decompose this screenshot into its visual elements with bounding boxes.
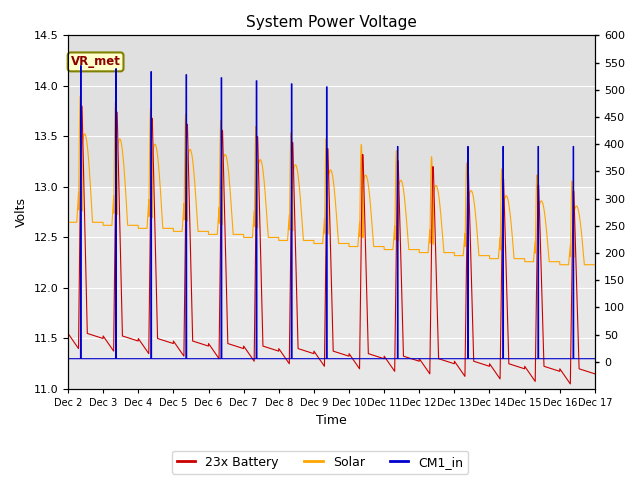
Legend: 23x Battery, Solar, CM1_in: 23x Battery, Solar, CM1_in xyxy=(172,451,468,474)
Bar xyxy=(68,36,595,187)
Text: VR_met: VR_met xyxy=(70,55,120,68)
Y-axis label: Volts: Volts xyxy=(15,197,28,227)
X-axis label: Time: Time xyxy=(316,414,347,427)
Title: System Power Voltage: System Power Voltage xyxy=(246,15,417,30)
